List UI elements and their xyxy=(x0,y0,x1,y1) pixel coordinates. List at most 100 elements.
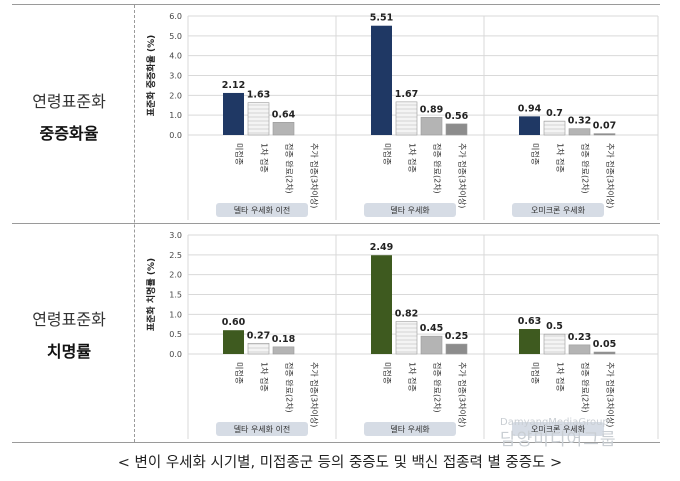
severe-value-label: 0.32 xyxy=(568,116,591,127)
severe-bar xyxy=(272,122,295,136)
fatal-bar xyxy=(543,333,566,355)
severe-category-label: 접종 완료(2차) xyxy=(285,143,295,194)
fatal-category-label: 접종 완료(2차) xyxy=(285,362,295,413)
fatal-value-label: 0.63 xyxy=(518,316,541,327)
figure-caption: < 변이 우세화 시기별, 미접종군 등의 중증도 및 백신 접종력 별 중증도… xyxy=(117,455,563,471)
row-label-severe-line1: 연령표준화 xyxy=(32,92,106,111)
fatal-value-label: 0.60 xyxy=(222,317,246,328)
fatal-category-label: 1차 접종 xyxy=(260,362,270,392)
fatal-bar xyxy=(519,329,540,354)
severe-bar xyxy=(223,92,244,135)
severe-value-label: 1.63 xyxy=(247,90,270,101)
severe-category-label: 미접종 xyxy=(531,143,541,165)
severe-value-label: 0.56 xyxy=(445,111,469,122)
severe-bar xyxy=(247,102,270,136)
fatal-category-label: 추가 접종(3차이상) xyxy=(606,362,616,427)
fatal-period-box xyxy=(364,422,456,436)
severe-period-label: 오미크론 우세화 xyxy=(531,206,586,215)
fatal-bar xyxy=(568,344,591,355)
fatal-category-label: 미접종 xyxy=(235,362,245,384)
fatal-bar xyxy=(272,346,295,355)
fatal-value-label: 0.45 xyxy=(420,323,443,334)
severe-value-label: 0.64 xyxy=(272,109,296,120)
severe-bar xyxy=(519,116,540,135)
severe-y-tick-label: 5.0 xyxy=(169,32,182,41)
severe-category-label: 접종 완료(2차) xyxy=(433,143,443,194)
severe-rate-chart: 표준화 중증화율 (%) 0.0 1.0 2.0 3.0 4.0 5.0 6.0 2.12 미접종… xyxy=(145,12,659,220)
severe-value-label: 5.51 xyxy=(370,13,393,24)
severe-bar xyxy=(593,133,616,136)
severe-category-label: 추가 접종(3차이상) xyxy=(310,143,320,208)
fatal-category-label: 접종 완료(2차) xyxy=(581,362,591,413)
fatal-period-label: 델타 우세화 이전 xyxy=(234,424,291,434)
fatal-category-label: 접종 완료(2차) xyxy=(433,362,443,413)
fatal-bar xyxy=(395,321,418,355)
severe-category-label: 미접종 xyxy=(383,143,393,165)
fatal-category-label: 추가 접종(3차이상) xyxy=(310,362,320,427)
fatal-bar xyxy=(223,330,244,354)
fatal-y-tick-label: 1.0 xyxy=(169,310,182,319)
severe-bar xyxy=(420,117,443,136)
fatal-value-label: 0.5 xyxy=(546,321,563,332)
fatal-category-label: 1차 접종 xyxy=(556,362,566,392)
fatal-value-label: 2.49 xyxy=(370,242,393,253)
severe-category-label: 미접종 xyxy=(235,143,245,165)
fatal-bar xyxy=(445,343,468,355)
fatal-category-label: 추가 접종(3차이상) xyxy=(458,362,468,427)
fatal-category-label: 1차 접종 xyxy=(408,362,418,392)
row-label-fatality-line1: 연령표준화 xyxy=(32,310,106,329)
fatal-y-tick-label: 1.5 xyxy=(169,291,182,300)
severe-category-label: 1차 접종 xyxy=(556,143,566,173)
watermark-line1: DamyangMediaGroup xyxy=(500,417,609,428)
severe-category-label: 추가 접종(3차이상) xyxy=(606,143,616,208)
severe-period-box xyxy=(216,203,308,217)
severe-y-tick-label: 0.0 xyxy=(169,131,182,140)
severe-period-label: 델타 우세화 이전 xyxy=(234,205,291,215)
bottom-rule xyxy=(12,442,660,443)
top-rule xyxy=(12,4,660,5)
column-divider xyxy=(134,5,135,442)
watermark-line2: 담양미디어그룹 xyxy=(500,430,617,450)
severe-bar xyxy=(543,120,566,136)
severe-category-label: 1차 접종 xyxy=(408,143,418,173)
row-label-fatality-line2: 치명률 xyxy=(46,342,92,361)
fatal-value-label: 0.27 xyxy=(247,330,270,341)
severe-y-tick-label: 4.0 xyxy=(169,52,182,61)
severe-value-label: 0.94 xyxy=(518,103,542,114)
severe-y-tick-label: 2.0 xyxy=(169,91,182,100)
fatality-rate-chart: 표준화 치명률 (%) 0.0 0.5 1.0 1.5 2.0 2.5 3.0 0.60 미접종 0… xyxy=(145,231,659,439)
severe-category-label: 접종 완료(2차) xyxy=(581,143,591,194)
severe-bar xyxy=(568,128,591,136)
severe-category-label: 1차 접종 xyxy=(260,143,270,173)
severe-category-label: 추가 접종(3차이상) xyxy=(458,143,468,208)
severe-bar xyxy=(371,25,392,135)
fatal-period-label: 델타 우세화 xyxy=(390,425,430,434)
fatal-value-label: 0.23 xyxy=(568,332,591,343)
fatal-value-label: 0.05 xyxy=(593,339,616,350)
row-label-severe-line2: 중증화율 xyxy=(39,124,99,143)
fatal-value-label: 0.25 xyxy=(445,331,468,342)
fatal-y-tick-label: 0.5 xyxy=(169,330,182,339)
fatal-y-tick-label: 2.5 xyxy=(169,251,182,260)
severe-period-box xyxy=(364,203,456,217)
fatal-bar xyxy=(593,351,616,355)
fatal-period-box xyxy=(512,422,604,436)
fatal-period-box xyxy=(216,422,308,436)
fatal-y-axis-title: 표준화 치명률 (%) xyxy=(145,258,157,331)
fatal-bar xyxy=(420,335,443,355)
severe-y-tick-label: 3.0 xyxy=(169,72,182,81)
fatal-y-tick-label: 3.0 xyxy=(169,231,182,240)
severe-period-box xyxy=(512,203,604,217)
fatal-bar xyxy=(247,342,270,355)
severe-value-label: 0.7 xyxy=(546,108,563,119)
watermark: DamyangMediaGroup 담양미디어그룹 xyxy=(500,417,670,451)
severe-y-axis-title: 표준화 중증화율 (%) xyxy=(145,35,157,116)
fatal-value-label: 0.18 xyxy=(272,334,296,345)
fatal-category-label: 미접종 xyxy=(383,362,393,384)
row-label-fatality: 연령표준화 치명률 xyxy=(8,308,130,364)
fatal-value-label: 0.82 xyxy=(395,308,418,319)
severe-y-tick-label: 6.0 xyxy=(169,12,182,21)
fatal-y-tick-label: 2.0 xyxy=(169,271,182,280)
fatal-bar xyxy=(371,255,392,354)
